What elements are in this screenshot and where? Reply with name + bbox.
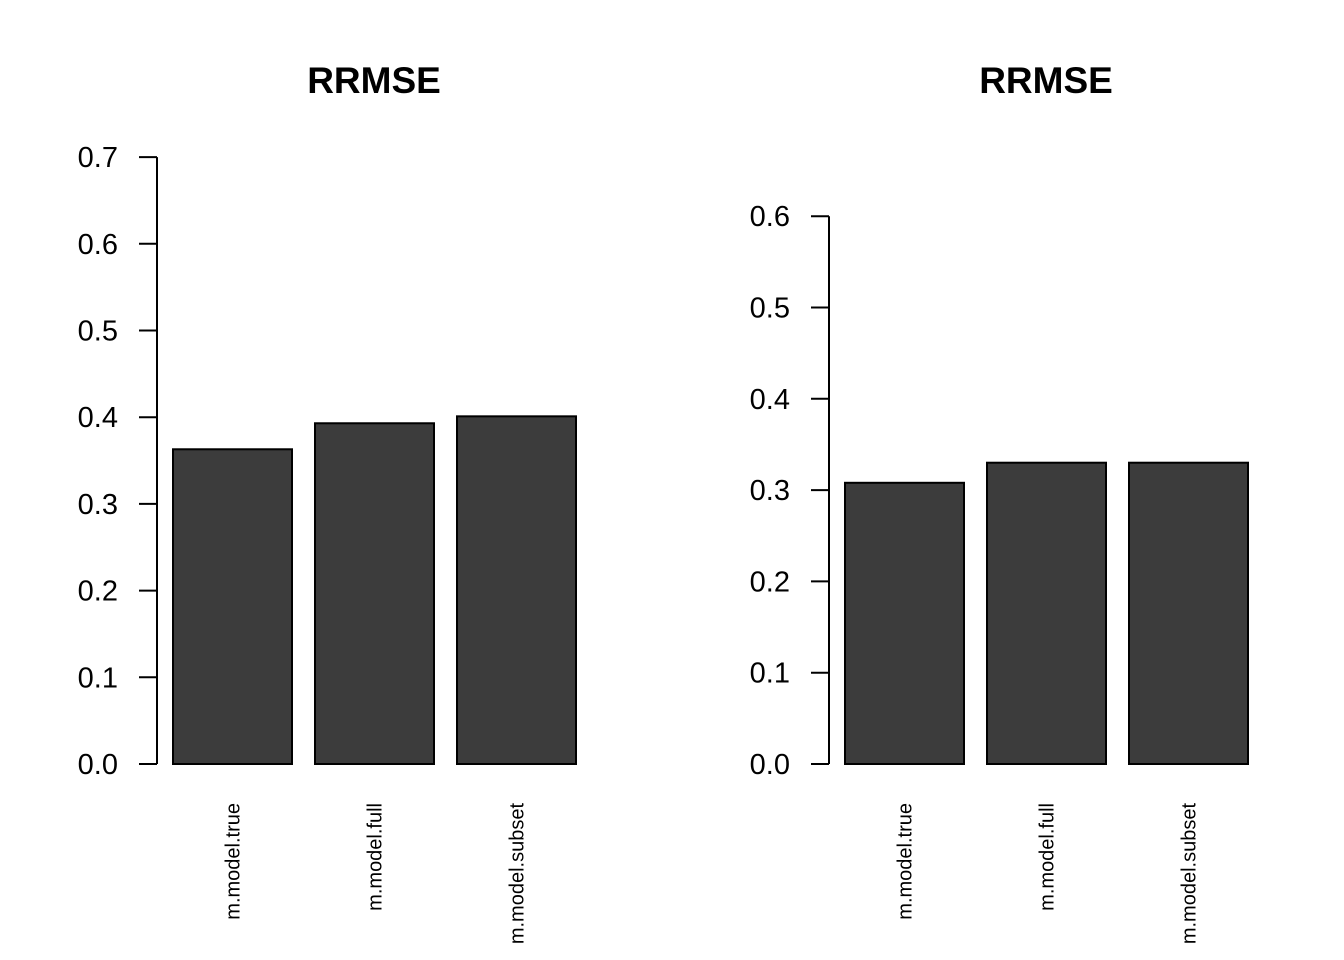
chart-panel-right: RRMSE 0.0 0.1 0.2 0.3 0.4 0.5 0.6 m.model.true m…	[750, 60, 1249, 945]
chart-title-right: RRMSE	[979, 60, 1113, 101]
y-tick-label-right: 0.6	[750, 201, 790, 233]
bar-m-model-full-right	[986, 461, 1107, 765]
y-tick-label-left: 0.6	[78, 229, 118, 261]
bar-m-model-subset-right	[1128, 461, 1249, 765]
category-label-right: m.model.subset	[1179, 803, 1201, 945]
y-tick-label-right: 0.4	[750, 384, 790, 416]
y-tick-label-right: 0.5	[750, 293, 790, 325]
y-tick-label-left: 0.2	[78, 576, 118, 608]
bar-m-model-full-left	[314, 422, 435, 765]
category-label-left: m.model.subset	[507, 803, 529, 945]
category-label-left: m.model.full	[365, 803, 387, 911]
y-tick-label-left: 0.5	[78, 316, 118, 348]
y-tick-label-left: 0.1	[78, 662, 118, 694]
y-tick-label-right: 0.2	[750, 566, 790, 598]
y-tick-label-right: 0.3	[750, 475, 790, 507]
chart-title-left: RRMSE	[307, 60, 441, 101]
bar-m-model-true-right	[844, 481, 965, 765]
y-tick-label-right: 0.0	[750, 749, 790, 781]
y-tick-label-right: 0.1	[750, 658, 790, 690]
category-label-right: m.model.full	[1037, 803, 1059, 911]
category-label-right: m.model.true	[895, 803, 917, 920]
bar-m-model-true-left	[172, 448, 293, 765]
y-tick-label-left: 0.4	[78, 402, 118, 434]
plot-area-right: 0.0 0.1 0.2 0.3 0.4 0.5 0.6 m.model.true m.model…	[750, 201, 1249, 945]
y-tick-label-left: 0.7	[78, 142, 118, 174]
category-label-left: m.model.true	[223, 803, 245, 920]
y-tick-label-left: 0.3	[78, 489, 118, 521]
y-tick-label-left: 0.0	[78, 749, 118, 781]
chart-panel-left: RRMSE 0.0 0.1 0.2 0.3 0.4 0.5 0.6 0.7 m.model.tr…	[78, 60, 577, 945]
plot-area-left: 0.0 0.1 0.2 0.3 0.4 0.5 0.6 0.7 m.model.true m.mo…	[78, 142, 577, 945]
bar-m-model-subset-left	[456, 415, 577, 765]
